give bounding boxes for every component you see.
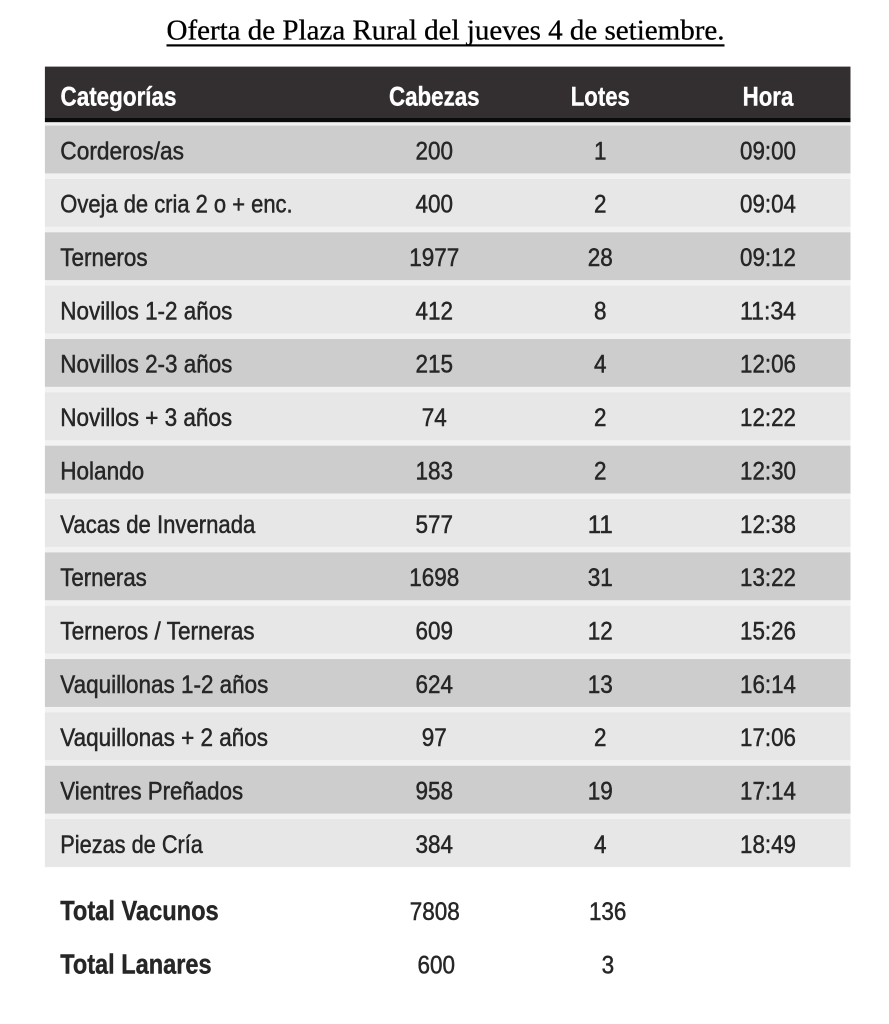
- svg-text:15:26: 15:26: [740, 617, 796, 645]
- svg-text:Vientres Preñados: Vientres Preñados: [60, 778, 243, 806]
- svg-text:16:14: 16:14: [740, 671, 796, 699]
- svg-text:Novillos + 3 años: Novillos + 3 años: [60, 404, 232, 432]
- svg-text:1698: 1698: [409, 564, 459, 592]
- svg-text:136: 136: [589, 898, 627, 926]
- svg-text:609: 609: [416, 617, 454, 645]
- svg-text:13:22: 13:22: [740, 564, 796, 592]
- svg-text:Vacas de Invernada: Vacas de Invernada: [60, 511, 256, 539]
- svg-text:09:00: 09:00: [740, 137, 796, 165]
- svg-text:Piezas de Cría: Piezas de Cría: [60, 831, 203, 859]
- svg-text:Lotes: Lotes: [571, 82, 630, 112]
- svg-text:11:34: 11:34: [740, 297, 796, 325]
- svg-text:2: 2: [594, 404, 607, 432]
- svg-text:12:38: 12:38: [740, 511, 796, 539]
- svg-text:1977: 1977: [409, 244, 459, 272]
- svg-text:3: 3: [602, 952, 615, 980]
- svg-text:13: 13: [588, 671, 613, 699]
- svg-text:2: 2: [594, 724, 607, 752]
- svg-text:09:04: 09:04: [740, 191, 796, 219]
- svg-text:12:22: 12:22: [740, 404, 796, 432]
- svg-text:19: 19: [588, 778, 613, 806]
- svg-text:Holando: Holando: [60, 457, 144, 485]
- svg-text:412: 412: [416, 297, 454, 325]
- svg-text:Cabezas: Cabezas: [389, 82, 480, 112]
- svg-text:4: 4: [594, 831, 607, 859]
- svg-text:74: 74: [422, 404, 447, 432]
- svg-text:17:14: 17:14: [740, 778, 796, 806]
- svg-text:28: 28: [588, 244, 613, 272]
- svg-text:12:30: 12:30: [740, 457, 796, 485]
- svg-text:Novillos 1-2 años: Novillos 1-2 años: [60, 297, 232, 325]
- svg-text:Terneros: Terneros: [60, 244, 147, 272]
- svg-text:97: 97: [422, 724, 447, 752]
- svg-text:31: 31: [588, 564, 613, 592]
- svg-text:2: 2: [594, 191, 607, 219]
- svg-text:624: 624: [416, 671, 454, 699]
- svg-text:Oferta de Plaza Rural del juev: Oferta de Plaza Rural del jueves 4 de se…: [167, 15, 725, 47]
- svg-text:17:06: 17:06: [740, 724, 796, 752]
- svg-text:Hora: Hora: [743, 82, 795, 112]
- svg-text:200: 200: [416, 137, 454, 165]
- svg-text:12: 12: [588, 617, 613, 645]
- svg-text:7808: 7808: [410, 898, 460, 926]
- svg-text:Terneras: Terneras: [60, 564, 147, 592]
- svg-text:Terneros / Terneras: Terneros / Terneras: [60, 617, 254, 645]
- svg-text:577: 577: [416, 511, 454, 539]
- svg-text:958: 958: [416, 778, 454, 806]
- svg-text:11: 11: [588, 511, 613, 539]
- svg-text:Vaquillonas + 2 años: Vaquillonas + 2 años: [60, 724, 268, 752]
- svg-text:Novillos 2-3 años: Novillos 2-3 años: [60, 351, 232, 379]
- svg-text:1: 1: [594, 137, 607, 165]
- svg-text:Oveja de cria 2 o + enc.: Oveja de cria 2 o + enc.: [60, 191, 292, 219]
- svg-text:600: 600: [418, 952, 456, 980]
- svg-text:384: 384: [416, 831, 454, 859]
- svg-text:215: 215: [416, 351, 454, 379]
- svg-text:400: 400: [416, 191, 454, 219]
- svg-text:183: 183: [416, 457, 454, 485]
- svg-text:Corderos/as: Corderos/as: [60, 137, 184, 165]
- svg-text:12:06: 12:06: [740, 351, 796, 379]
- svg-text:2: 2: [594, 457, 607, 485]
- svg-text:4: 4: [594, 351, 607, 379]
- svg-text:Total Vacunos: Total Vacunos: [60, 894, 219, 926]
- svg-text:Vaquillonas 1-2 años: Vaquillonas 1-2 años: [60, 671, 268, 699]
- svg-text:18:49: 18:49: [740, 831, 796, 859]
- svg-text:Total Lanares: Total Lanares: [60, 948, 211, 980]
- svg-text:8: 8: [594, 297, 607, 325]
- svg-text:09:12: 09:12: [740, 244, 796, 272]
- svg-text:Categorías: Categorías: [61, 82, 177, 112]
